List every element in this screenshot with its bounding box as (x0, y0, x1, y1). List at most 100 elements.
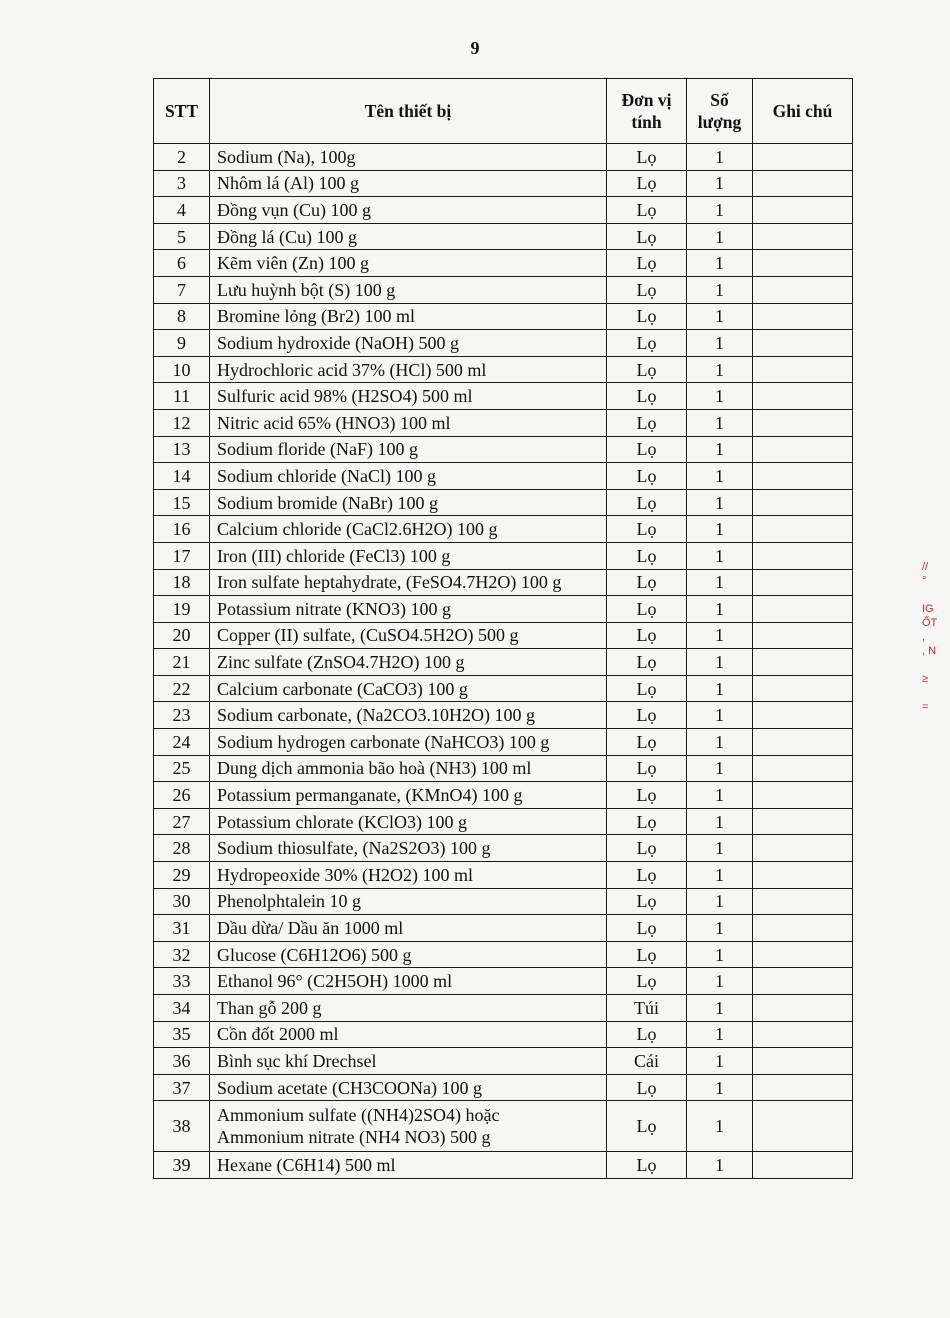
cell-name: Sodium hydroxide (NaOH) 500 g (209, 329, 607, 357)
cell-note (752, 834, 853, 863)
page-number: 9 (470, 38, 480, 58)
cell-qty: 1 (686, 196, 753, 224)
header-qty: Số lượng (686, 78, 753, 144)
cell-qty: 1 (686, 143, 753, 171)
cell-note (752, 196, 853, 224)
cell-stt: 21 (153, 648, 210, 676)
cell-note (752, 541, 853, 570)
cell-qty: 1 (686, 994, 753, 1022)
table-row: 31 Dầu dừa/ Dầu ăn 1000 ml Lọ 1 (153, 914, 853, 942)
cell-stt: 32 (153, 940, 210, 969)
cell-stt: 2 (153, 143, 210, 171)
cell-stt: 33 (153, 967, 210, 995)
table-row: 33 Ethanol 96° (C2H5OH) 1000 ml Lọ 1 (153, 967, 853, 995)
cell-name: Sodium bromide (NaBr) 100 g (209, 488, 607, 517)
cell-qty: 1 (686, 329, 753, 357)
cell-stt: 11 (153, 382, 210, 410)
cell-stt: 22 (153, 674, 210, 703)
cell-name: Hydropeoxide 30% (H2O2) 100 ml (209, 861, 607, 889)
cell-note (752, 408, 853, 437)
cell-stt: 34 (153, 994, 210, 1022)
cell-name: Sodium floride (NaF) 100 g (209, 435, 607, 464)
table-row: 30 Phenolphtalein 10 g Lọ 1 (153, 887, 853, 916)
cell-name: Calcium carbonate (CaCO3) 100 g (209, 674, 607, 703)
cell-note (752, 249, 853, 277)
table-row: 36 Bình sục khí Drechsel Cái 1 (153, 1047, 853, 1075)
cell-note (752, 169, 853, 198)
cell-stt: 28 (153, 834, 210, 863)
cell-note (752, 994, 853, 1022)
cell-stt: 14 (153, 462, 210, 490)
cell-note (752, 302, 853, 331)
table-row: 32 Glucose (C6H12O6) 500 g Lọ 1 (153, 940, 853, 969)
header-name: Tên thiết bị (209, 78, 607, 144)
cell-stt: 15 (153, 488, 210, 517)
cell-name: Dung dịch ammonia bão hoà (NH3) 100 ml (209, 754, 607, 783)
cell-unit: Lọ (606, 488, 687, 517)
cell-unit: Lọ (606, 887, 687, 916)
cell-stt: 9 (153, 329, 210, 357)
cell-name: Kẽm viên (Zn) 100 g (209, 249, 607, 277)
table-row: 38 Ammonium sulfate ((NH4)2SO4) hoặc Ammon… (153, 1100, 853, 1153)
cell-stt: 18 (153, 568, 210, 597)
table-row: 13 Sodium floride (NaF) 100 g Lọ 1 (153, 435, 853, 464)
cell-name: Ammonium sulfate ((NH4)2SO4) hoặc Ammoniu… (209, 1100, 607, 1153)
table-row: 29 Hydropeoxide 30% (H2O2) 100 ml Lọ 1 (153, 861, 853, 889)
cell-note (752, 515, 853, 543)
cell-stt: 23 (153, 701, 210, 730)
cell-name: Sodium (Na), 100g (209, 143, 607, 171)
cell-unit: Lọ (606, 355, 687, 384)
cell-qty: 1 (686, 754, 753, 783)
table-header-row: STT Tên thiết bị Đơn vị tính Số lượng Gh… (153, 78, 853, 144)
cell-qty: 1 (686, 621, 753, 650)
cell-unit: Lọ (606, 728, 687, 756)
cell-qty: 1 (686, 275, 753, 304)
cell-stt: 17 (153, 541, 210, 570)
cell-qty: 1 (686, 914, 753, 942)
cell-qty: 1 (686, 249, 753, 277)
cell-qty: 1 (686, 861, 753, 889)
cell-name: Sodium chloride (NaCl) 100 g (209, 462, 607, 490)
cell-stt: 10 (153, 355, 210, 384)
cell-qty: 1 (686, 1020, 753, 1049)
cell-unit: Lọ (606, 568, 687, 597)
cell-stt: 24 (153, 728, 210, 756)
cell-unit: Lọ (606, 674, 687, 703)
table-row: 34 Than gỗ 200 g Túi 1 (153, 994, 853, 1022)
cell-note (752, 1151, 853, 1179)
cell-qty: 1 (686, 595, 753, 623)
cell-unit: Lọ (606, 595, 687, 623)
cell-stt: 16 (153, 515, 210, 543)
cell-qty: 1 (686, 967, 753, 995)
cell-qty: 1 (686, 807, 753, 836)
cell-unit: Lọ (606, 382, 687, 410)
cell-name: Glucose (C6H12O6) 500 g (209, 940, 607, 969)
cell-note (752, 914, 853, 942)
table-row: 15 Sodium bromide (NaBr) 100 g Lọ 1 (153, 488, 853, 517)
cell-name: Đồng lá (Cu) 100 g (209, 222, 607, 251)
cell-unit: Lọ (606, 249, 687, 277)
cell-note (752, 1073, 853, 1102)
cell-qty: 1 (686, 781, 753, 809)
cell-qty: 1 (686, 648, 753, 676)
cell-name: Bromine lỏng (Br2) 100 ml (209, 302, 607, 331)
cell-name: Dầu dừa/ Dầu ăn 1000 ml (209, 914, 607, 942)
cell-name: Than gỗ 200 g (209, 994, 607, 1022)
table-row: 19 Potassium nitrate (KNO3) 100 g Lọ 1 (153, 595, 853, 623)
cell-qty: 1 (686, 302, 753, 331)
cell-name: Hexane (C6H14) 500 ml (209, 1151, 607, 1179)
cell-note (752, 462, 853, 490)
cell-name: Potassium permanganate, (KMnO4) 100 g (209, 781, 607, 809)
cell-name: Sulfuric acid 98% (H2SO4) 500 ml (209, 382, 607, 410)
cell-qty: 1 (686, 701, 753, 730)
cell-note (752, 568, 853, 597)
cell-unit: Lọ (606, 462, 687, 490)
cell-note (752, 701, 853, 730)
cell-note (752, 807, 853, 836)
cell-stt: 30 (153, 887, 210, 916)
cell-name: Phenolphtalein 10 g (209, 887, 607, 916)
cell-unit: Lọ (606, 408, 687, 437)
cell-unit: Lọ (606, 1100, 687, 1153)
cell-note (752, 1047, 853, 1075)
cell-note (752, 355, 853, 384)
